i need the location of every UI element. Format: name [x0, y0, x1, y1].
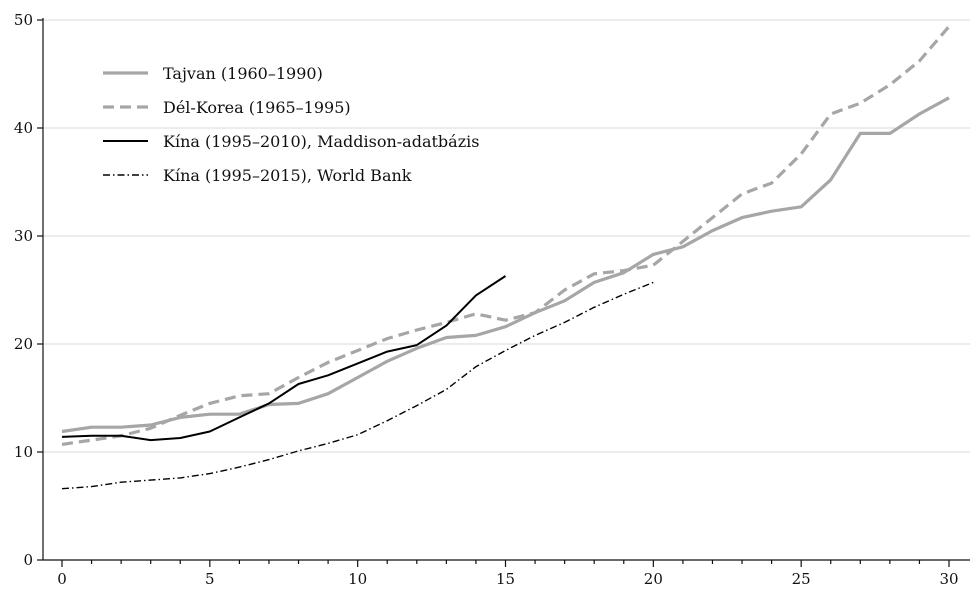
- y-tick-label: 20: [14, 335, 33, 353]
- x-tick-label: 10: [348, 570, 367, 588]
- legend-label: Tajvan (1960–1990): [163, 64, 323, 83]
- y-tick-label: 0: [23, 551, 33, 569]
- x-tick-label: 30: [939, 570, 958, 588]
- series-lines: [61, 25, 951, 490]
- x-tick-label: 0: [57, 570, 67, 588]
- x-tick-label: 15: [496, 570, 515, 588]
- series-line-1: [61, 25, 951, 446]
- x-tick-label: 20: [644, 570, 663, 588]
- y-tick-label: 50: [14, 11, 33, 29]
- legend-label: Kína (1995–2015), World Bank: [163, 166, 412, 185]
- axes: 0 10 20 30 40 50 0 5 10 15 20 25 30: [14, 11, 970, 588]
- legend-label: Kína (1995–2010), Maddison-adatbázis: [163, 132, 479, 151]
- series-line-0: [61, 96, 950, 434]
- series-line-3: [61, 281, 654, 490]
- series-line-2: [61, 275, 507, 442]
- y-tick-label: 30: [14, 227, 33, 245]
- legend-label: Dél-Korea (1965–1995): [163, 98, 351, 117]
- x-tick-label: 25: [792, 570, 811, 588]
- y-tick-label: 10: [14, 443, 33, 461]
- y-tick-label: 40: [14, 119, 33, 137]
- x-tick-label: 5: [205, 570, 215, 588]
- gridlines: [43, 19, 970, 453]
- legend: Tajvan (1960–1990) Dél-Korea (1965–1995) K…: [103, 64, 479, 185]
